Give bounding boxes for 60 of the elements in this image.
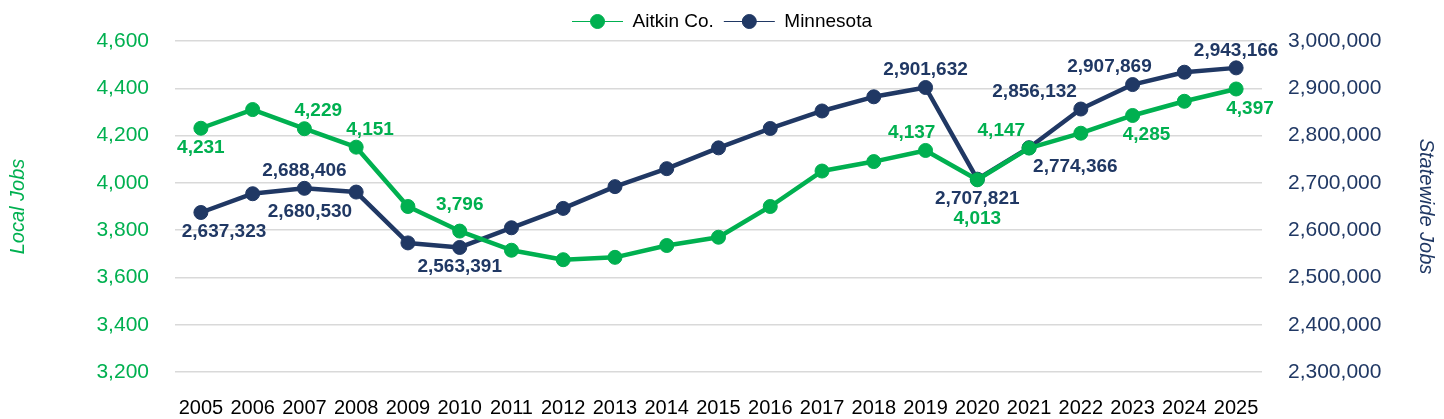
x-tick-label: 2012 (540, 395, 586, 418)
y2-tick-label: 3,000,000 (1288, 27, 1382, 51)
x-tick-label: 2010 (437, 395, 482, 418)
x-tick-label: 2015 (696, 395, 741, 418)
data-label: 2,707,821 (935, 186, 1020, 208)
data-label: 4,013 (953, 206, 1002, 228)
x-tick-label: 2014 (644, 395, 689, 418)
x-tick-label: 2023 (1110, 395, 1155, 418)
x-tick-label: 2021 (1006, 395, 1052, 418)
x-tick-label: 2017 (799, 395, 845, 418)
data-label: 4,285 (1122, 123, 1171, 145)
y2-tick-label: 2,500,000 (1288, 264, 1382, 288)
data-label: 4,151 (346, 117, 395, 139)
data-label: 4,229 (294, 99, 343, 121)
data-label: 2,901,632 (883, 58, 968, 80)
y-tick-label: 4,000 (96, 169, 149, 193)
y2-tick-label: 2,600,000 (1288, 216, 1382, 240)
data-label: 2,680,530 (267, 199, 353, 221)
x-tick-label: 2020 (955, 395, 1000, 418)
y2-tick-label: 2,400,000 (1288, 311, 1382, 335)
data-label: 2,688,406 (262, 159, 347, 181)
x-tick-label: 2013 (592, 395, 638, 418)
data-label: 4,397 (1226, 96, 1274, 118)
y-tick-label: 4,200 (96, 122, 149, 146)
data-label: 2,563,391 (417, 255, 503, 277)
x-tick-label: 2007 (282, 395, 327, 418)
y-tick-label: 3,600 (96, 264, 149, 288)
y-tick-label: 3,200 (96, 358, 149, 382)
y-tick-label: 3,800 (96, 216, 149, 240)
data-label: 4,147 (977, 118, 1026, 140)
legend-label: Minnesota (784, 9, 873, 31)
x-tick-label: 2008 (333, 395, 379, 418)
y2-axis-title: Statewide Jobs (1416, 138, 1439, 275)
x-tick-label: 2022 (1058, 395, 1104, 418)
x-tick-label: 2024 (1162, 395, 1207, 418)
legend-label: Aitkin Co. (632, 9, 714, 31)
x-tick-label: 2005 (178, 395, 224, 418)
data-label: 3,796 (435, 192, 484, 214)
y-tick-label: 4,600 (96, 27, 149, 51)
x-tick-label: 2019 (903, 395, 948, 418)
x-tick-label: 2025 (1213, 395, 1259, 418)
y2-tick-label: 2,300,000 (1288, 358, 1382, 382)
x-tick-label: 2018 (851, 395, 897, 418)
x-tick-label: 2016 (748, 395, 793, 418)
x-tick-label: 2011 (489, 395, 533, 418)
data-label: 2,637,323 (181, 220, 267, 242)
y-axis-title: Local Jobs (5, 158, 28, 255)
data-label: 4,137 (887, 121, 936, 143)
x-tick-label: 2006 (230, 395, 275, 418)
data-label: 4,231 (177, 135, 226, 157)
y-tick-label: 3,400 (96, 311, 149, 335)
data-label: 2,856,132 (992, 79, 1077, 101)
data-label: 2,774,366 (1033, 155, 1118, 177)
data-label: 2,943,166 (1193, 38, 1279, 60)
data-label: 2,907,869 (1067, 55, 1152, 77)
y-tick-label: 4,400 (96, 75, 149, 99)
y2-tick-label: 2,800,000 (1288, 122, 1382, 146)
y2-tick-label: 2,700,000 (1288, 169, 1382, 193)
y2-tick-label: 2,900,000 (1288, 75, 1382, 99)
x-tick-label: 2009 (385, 395, 431, 418)
